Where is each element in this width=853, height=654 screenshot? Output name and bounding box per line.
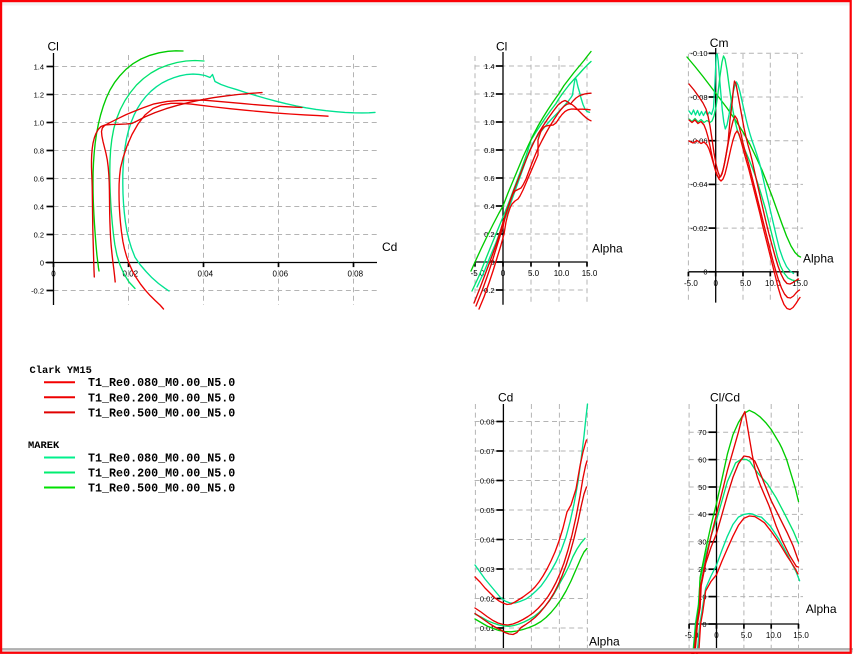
svg-text:0.08: 0.08 bbox=[480, 417, 495, 426]
svg-text:0.6: 0.6 bbox=[34, 174, 44, 183]
svg-text:1.2: 1.2 bbox=[484, 90, 494, 99]
svg-text:-5.0: -5.0 bbox=[471, 269, 485, 278]
svg-text:0.07: 0.07 bbox=[480, 447, 495, 456]
svg-text:1.4: 1.4 bbox=[34, 62, 44, 71]
svg-text:0: 0 bbox=[713, 279, 718, 288]
svg-text:T1_Re0.200_M0.00_N5.0: T1_Re0.200_M0.00_N5.0 bbox=[88, 467, 235, 481]
svg-text:Clark YM15: Clark YM15 bbox=[30, 365, 92, 377]
svg-text:-0.02: -0.02 bbox=[690, 224, 707, 233]
svg-text:15.0: 15.0 bbox=[792, 279, 808, 288]
svg-text:-0.10: -0.10 bbox=[690, 49, 707, 58]
svg-text:0.4: 0.4 bbox=[484, 202, 494, 211]
svg-text:1.0: 1.0 bbox=[484, 118, 494, 127]
svg-text:1.2: 1.2 bbox=[34, 90, 44, 99]
svg-text:0: 0 bbox=[51, 270, 56, 279]
svg-text:0.08: 0.08 bbox=[348, 270, 364, 279]
svg-text:Cl: Cl bbox=[496, 40, 507, 54]
svg-text:0.06: 0.06 bbox=[480, 476, 495, 485]
svg-text:Cl/Cd: Cl/Cd bbox=[710, 391, 740, 405]
svg-text:-5.0: -5.0 bbox=[684, 279, 698, 288]
svg-text:0.06: 0.06 bbox=[273, 270, 289, 279]
svg-text:0.8: 0.8 bbox=[484, 146, 494, 155]
svg-text:15.0: 15.0 bbox=[582, 269, 598, 278]
svg-text:30: 30 bbox=[698, 538, 706, 547]
svg-text:0.05: 0.05 bbox=[480, 506, 495, 515]
svg-text:Cl: Cl bbox=[48, 40, 59, 54]
svg-text:T1_Re0.080_M0.00_N5.0: T1_Re0.080_M0.00_N5.0 bbox=[88, 452, 235, 466]
svg-text:0.6: 0.6 bbox=[484, 174, 494, 183]
svg-text:10: 10 bbox=[698, 592, 706, 601]
svg-text:10.0: 10.0 bbox=[766, 631, 782, 640]
svg-text:MAREK: MAREK bbox=[28, 440, 60, 452]
svg-text:40: 40 bbox=[698, 510, 706, 519]
svg-text:Alpha: Alpha bbox=[592, 242, 623, 256]
svg-text:-0.2: -0.2 bbox=[482, 286, 495, 295]
svg-text:T1_Re0.080_M0.00_N5.0: T1_Re0.080_M0.00_N5.0 bbox=[88, 376, 235, 390]
svg-text:0.8: 0.8 bbox=[34, 146, 44, 155]
svg-text:T1_Re0.500_M0.00_N5.0: T1_Re0.500_M0.00_N5.0 bbox=[88, 482, 235, 496]
svg-text:Alpha: Alpha bbox=[803, 252, 834, 266]
svg-text:0: 0 bbox=[703, 268, 707, 277]
svg-text:10.0: 10.0 bbox=[765, 279, 781, 288]
svg-text:0.04: 0.04 bbox=[480, 535, 495, 544]
svg-text:0.02: 0.02 bbox=[480, 594, 495, 603]
svg-text:50: 50 bbox=[698, 483, 706, 492]
svg-text:0.04: 0.04 bbox=[198, 270, 214, 279]
svg-text:0.01: 0.01 bbox=[480, 624, 495, 633]
svg-text:0.4: 0.4 bbox=[34, 202, 44, 211]
svg-text:0: 0 bbox=[40, 258, 44, 267]
svg-text:0: 0 bbox=[501, 269, 506, 278]
svg-text:15.0: 15.0 bbox=[793, 631, 809, 640]
svg-text:5.0: 5.0 bbox=[741, 631, 753, 640]
svg-text:Alpha: Alpha bbox=[589, 635, 620, 649]
svg-text:0.2: 0.2 bbox=[484, 230, 494, 239]
svg-text:T1_Re0.500_M0.00_N5.0: T1_Re0.500_M0.00_N5.0 bbox=[88, 406, 235, 420]
svg-text:0.2: 0.2 bbox=[34, 230, 44, 239]
svg-text:Alpha: Alpha bbox=[806, 602, 837, 616]
svg-text:-0.2: -0.2 bbox=[31, 286, 44, 295]
svg-text:Cm: Cm bbox=[710, 36, 729, 50]
svg-text:5.0: 5.0 bbox=[740, 279, 752, 288]
svg-text:0: 0 bbox=[702, 620, 706, 629]
svg-text:5.0: 5.0 bbox=[528, 269, 540, 278]
svg-text:0: 0 bbox=[714, 631, 719, 640]
svg-text:Cd: Cd bbox=[382, 240, 397, 254]
svg-text:-5.0: -5.0 bbox=[685, 631, 699, 640]
svg-text:1.4: 1.4 bbox=[484, 62, 494, 71]
svg-text:0.02: 0.02 bbox=[123, 270, 139, 279]
svg-text:70: 70 bbox=[698, 428, 706, 437]
svg-text:-0.04: -0.04 bbox=[690, 180, 707, 189]
svg-text:10.0: 10.0 bbox=[554, 269, 570, 278]
svg-text:-0.06: -0.06 bbox=[690, 137, 707, 146]
svg-text:1.0: 1.0 bbox=[34, 118, 44, 127]
svg-text:T1_Re0.200_M0.00_N5.0: T1_Re0.200_M0.00_N5.0 bbox=[88, 391, 235, 405]
svg-text:0.03: 0.03 bbox=[480, 565, 495, 574]
svg-text:60: 60 bbox=[698, 455, 706, 464]
svg-text:Cd: Cd bbox=[498, 391, 513, 405]
